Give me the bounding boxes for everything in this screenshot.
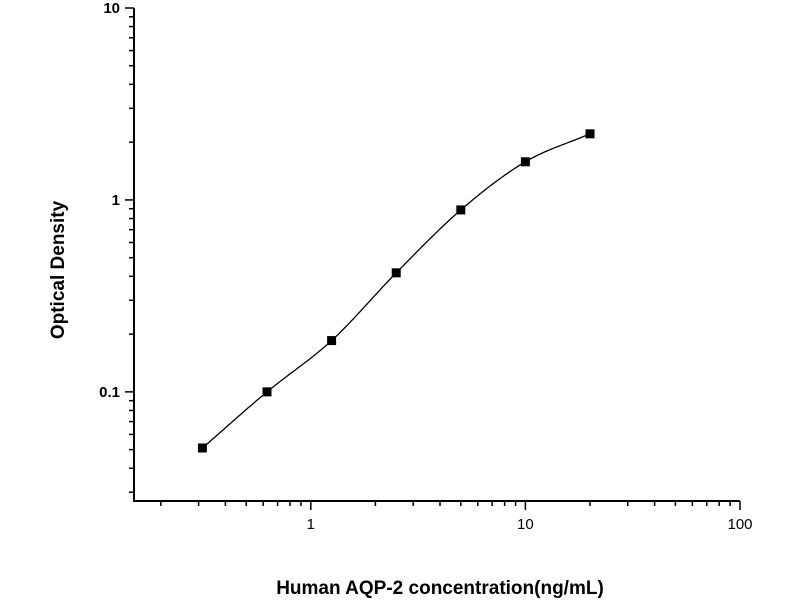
tick-labels: 1 10 100 0.1 1 10 — [99, 0, 752, 533]
y-tick-label: 10 — [103, 0, 120, 17]
data-points — [197, 129, 595, 453]
data-point — [262, 387, 272, 397]
data-point — [197, 443, 207, 453]
data-point — [391, 268, 401, 278]
data-point — [456, 205, 466, 215]
y-tick-label: 1 — [112, 192, 120, 209]
fit-curve — [201, 133, 591, 449]
y-tick-label: 0.1 — [99, 384, 120, 401]
x-axis-label: Human AQP-2 concentration(ng/mL) — [276, 578, 604, 599]
data-point — [327, 336, 337, 346]
axes — [125, 7, 741, 510]
x-tick-label: 1 — [307, 516, 315, 533]
x-tick-label: 10 — [517, 516, 534, 533]
data-point — [585, 129, 595, 139]
x-tick-label: 100 — [727, 516, 752, 533]
y-axis-label: Optical Density — [48, 200, 69, 339]
data-point — [520, 157, 530, 167]
